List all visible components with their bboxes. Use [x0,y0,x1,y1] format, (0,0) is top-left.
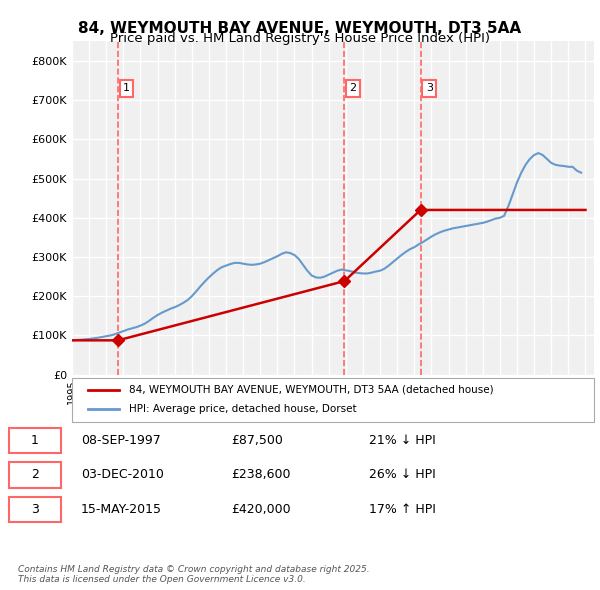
Text: Contains HM Land Registry data © Crown copyright and database right 2025.
This d: Contains HM Land Registry data © Crown c… [18,565,370,584]
Text: HPI: Average price, detached house, Dorset: HPI: Average price, detached house, Dors… [130,405,357,414]
Text: 03-DEC-2010: 03-DEC-2010 [81,468,164,481]
Text: 1: 1 [31,434,39,447]
Text: 3: 3 [426,83,433,93]
Text: £420,000: £420,000 [231,503,290,516]
Text: 2: 2 [31,468,39,481]
Text: 21% ↓ HPI: 21% ↓ HPI [369,434,436,447]
Text: £238,600: £238,600 [231,468,290,481]
Text: 17% ↑ HPI: 17% ↑ HPI [369,503,436,516]
Text: £87,500: £87,500 [231,434,283,447]
Text: Price paid vs. HM Land Registry's House Price Index (HPI): Price paid vs. HM Land Registry's House … [110,32,490,45]
Text: 2: 2 [350,83,357,93]
Text: 15-MAY-2015: 15-MAY-2015 [81,503,162,516]
Text: 3: 3 [31,503,39,516]
Text: 84, WEYMOUTH BAY AVENUE, WEYMOUTH, DT3 5AA (detached house): 84, WEYMOUTH BAY AVENUE, WEYMOUTH, DT3 5… [130,385,494,395]
FancyBboxPatch shape [72,378,594,422]
Text: 26% ↓ HPI: 26% ↓ HPI [369,468,436,481]
FancyBboxPatch shape [9,497,61,522]
Text: 1: 1 [123,83,130,93]
Text: 08-SEP-1997: 08-SEP-1997 [81,434,161,447]
Text: 84, WEYMOUTH BAY AVENUE, WEYMOUTH, DT3 5AA: 84, WEYMOUTH BAY AVENUE, WEYMOUTH, DT3 5… [79,21,521,35]
FancyBboxPatch shape [9,428,61,453]
FancyBboxPatch shape [9,463,61,487]
